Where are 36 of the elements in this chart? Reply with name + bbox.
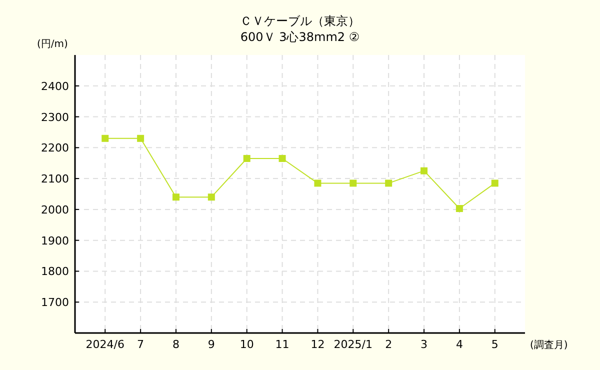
x-tick-label: 9 <box>208 338 215 351</box>
point <box>385 180 392 187</box>
x-tick-label: 5 <box>491 338 498 351</box>
x-tick-label: 3 <box>420 338 428 351</box>
x-tick-label: 11 <box>275 338 290 351</box>
point <box>208 194 215 201</box>
point <box>491 180 498 187</box>
y-axis-title: (円/m) <box>37 39 68 50</box>
point <box>350 180 357 187</box>
x-tick-label: 4 <box>456 338 463 351</box>
x-tick-label: 7 <box>137 338 144 351</box>
y-tick-label: 2300 <box>41 110 69 124</box>
y-tick-label: 1900 <box>41 234 69 248</box>
point <box>314 180 322 187</box>
y-tick-label: 1800 <box>41 265 69 278</box>
x-tick-label: 2024/6 <box>86 338 124 351</box>
point <box>102 134 109 142</box>
point <box>420 167 428 174</box>
chart-subtitle: 600Ｖ 3心38mm2 ② <box>240 30 360 44</box>
x-axis-title: (調査月) <box>530 339 568 351</box>
y-tick-label: 2000 <box>41 203 69 216</box>
x-tick-label: 12 <box>310 338 325 351</box>
x-tick-label: 2025/1 <box>334 338 372 351</box>
point <box>172 194 180 201</box>
chart-title: ＣＶケーブル（東京） <box>240 14 360 28</box>
y-tick-label: 2100 <box>41 172 69 186</box>
x-tick-label: 2 <box>385 338 392 351</box>
point <box>456 205 463 212</box>
y-tick-label: 2400 <box>41 80 69 93</box>
y-tick-label: 2200 <box>41 142 69 155</box>
point <box>137 134 144 142</box>
x-tick-label: 8 <box>172 338 180 351</box>
point <box>278 154 286 162</box>
point <box>243 154 250 162</box>
y-tick-label: 1700 <box>41 296 69 310</box>
x-tick-label: 10 <box>240 338 254 351</box>
